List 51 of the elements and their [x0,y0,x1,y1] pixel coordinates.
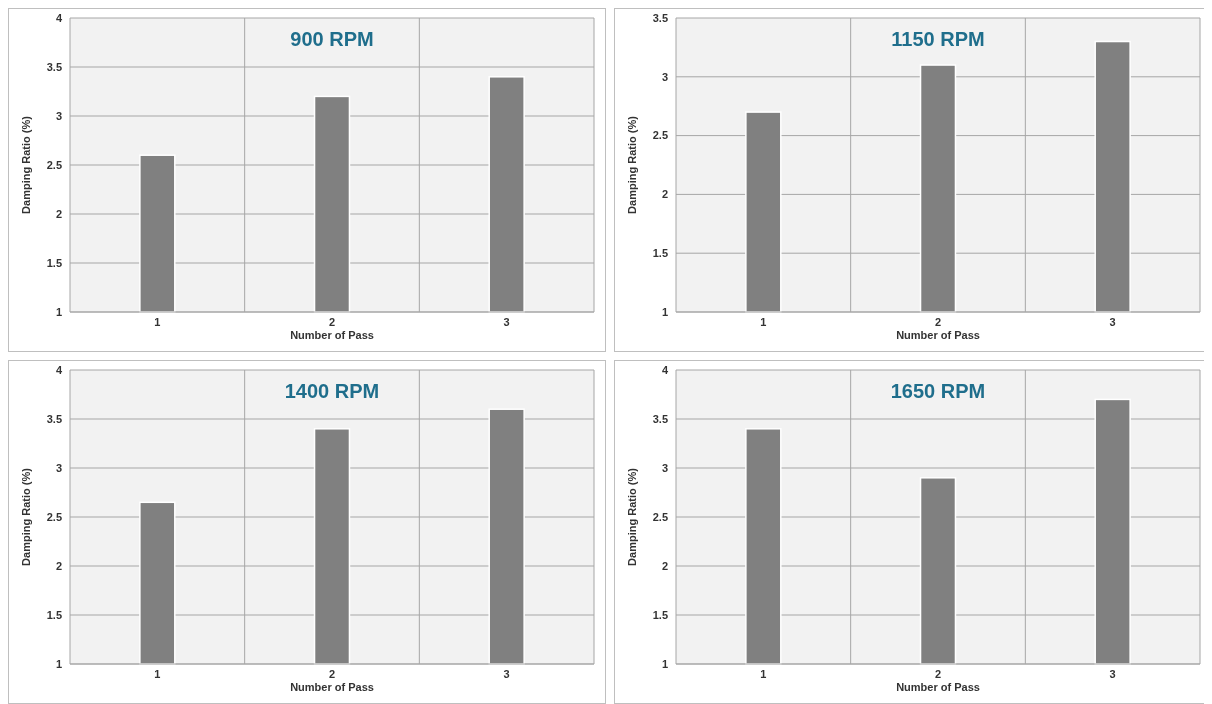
y-tick-label: 3.5 [652,412,668,425]
y-tick-label: 2 [55,207,62,220]
y-tick-label: 2.5 [46,510,62,523]
x-tick-label: 2 [934,316,942,328]
x-axis-title: Number of Pass [896,329,980,341]
y-tick-label: 1.5 [652,608,668,621]
y-tick-label: 4 [55,11,63,24]
x-tick-label: 1 [154,316,161,328]
x-tick-label: 3 [1109,316,1116,328]
y-tick-label: 1 [55,305,62,318]
x-axis-title: Number of Pass [290,681,374,693]
y-axis-title: Damping Ratio (%) [20,115,32,214]
y-tick-label: 1.5 [46,608,62,621]
y-axis-title: Damping Ratio (%) [626,115,638,214]
y-tick-label: 3.5 [652,11,668,24]
text: 1150 RPM [891,28,985,50]
x-axis-title: Number of Pass [896,681,980,693]
x-axis-title: Number of Pass [290,329,374,341]
x-tick-label: 3 [503,668,510,680]
x-tick-label: 2 [328,316,336,328]
y-tick-label: 1.5 [652,247,668,260]
y-tick-label: 3 [661,461,668,474]
y-tick-label: 3 [55,461,62,474]
text: 1650 RPM [890,380,986,402]
y-tick-label: 1 [661,657,668,670]
x-tick-label: 1 [760,668,767,680]
x-tick-label: 2 [934,668,942,680]
y-tick-label: 2.5 [46,158,62,171]
text: 900 RPM [290,28,374,50]
y-tick-label: 4 [661,363,669,376]
y-tick-label: 2 [661,559,668,572]
y-tick-label: 1.5 [46,256,62,269]
y-tick-label: 3.5 [46,60,62,73]
x-tick-label: 1 [154,668,161,680]
x-tick-label: 1 [760,316,767,328]
text: 1400 RPM [284,380,380,402]
y-tick-label: 3 [55,109,62,122]
y-tick-label: 4 [55,363,63,376]
x-tick-label: 3 [503,316,510,328]
y-tick-label: 2 [55,559,62,572]
y-tick-label: 2 [661,188,668,201]
y-tick-label: 3.5 [46,412,62,425]
x-tick-label: 2 [328,668,336,680]
y-tick-label: 2.5 [652,129,668,142]
x-tick-label: 3 [1109,668,1116,680]
y-tick-label: 3 [661,70,668,83]
y-axis-title: Damping Ratio (%) [20,467,32,566]
y-tick-label: 2.5 [652,510,668,523]
y-tick-label: 1 [661,305,668,318]
y-tick-label: 1 [55,657,62,670]
y-axis-title: Damping Ratio (%) [626,467,638,566]
